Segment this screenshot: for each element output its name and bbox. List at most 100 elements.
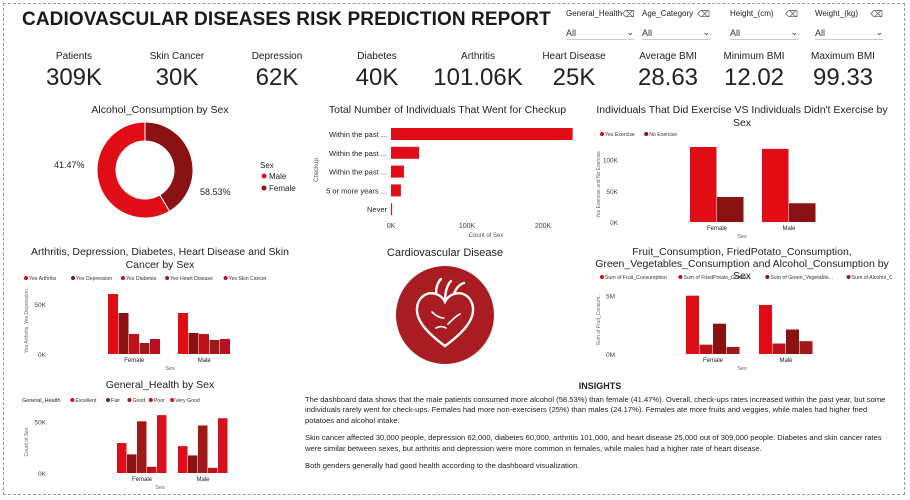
kpi-heart-disease: Heart Disease 25K xyxy=(542,51,606,92)
legend-marker xyxy=(148,398,153,402)
chart-title-diet: Fruit_Consumption, FriedPotato_Consumpti… xyxy=(595,246,889,282)
chevron-down-icon[interactable]: ⌄ xyxy=(875,27,883,37)
kpi-value: 62K xyxy=(255,64,299,91)
chevron-down-icon[interactable]: ⌄ xyxy=(702,27,710,37)
bar xyxy=(786,329,799,354)
bar xyxy=(220,339,230,354)
alcohol-donut-chart[interactable]: 41.47% 58.53% Sex Male Female xyxy=(20,118,310,230)
axis-label: Sum of Fruit_Consum... xyxy=(596,293,602,346)
legend-item: Very Good xyxy=(175,398,200,404)
bar xyxy=(218,418,228,473)
clear-filter-icon[interactable]: ⌫ xyxy=(697,9,710,19)
slicer-general-health[interactable]: General_Health ⌫ All ⌄ xyxy=(566,9,635,40)
clear-filter-icon[interactable]: ⌫ xyxy=(870,9,883,19)
bar xyxy=(198,425,208,473)
tick-label: 100K xyxy=(459,223,476,230)
axis-label: Yes Arthritis, Yes Depression... xyxy=(24,285,30,353)
kpi-patients: Patients 309K xyxy=(42,51,106,92)
insights-panel: INSIGHTS The dashboard data shows that t… xyxy=(305,381,895,479)
legend-item: Yes Depression xyxy=(76,276,112,282)
insights-paragraph: Skin cancer affected 30,000 people, depr… xyxy=(305,433,882,453)
legend-item: Poor xyxy=(154,398,165,404)
kpi-label: Maximum BMI xyxy=(811,51,875,62)
kpi-value: 28.63 xyxy=(637,64,699,91)
bar xyxy=(129,334,139,354)
category-label: Male xyxy=(198,358,212,364)
exercise-bar-chart[interactable]: 0K 50K 100K Female Male Sex Yes Exercise and N… xyxy=(592,130,892,242)
tick-label: 200K xyxy=(535,223,552,230)
axis-label: Yes Exercise and No Exercise xyxy=(596,151,602,218)
bar xyxy=(137,421,147,473)
data-label: 41.47% xyxy=(54,160,85,170)
slicer-dropdown: All ⌄ xyxy=(815,26,883,40)
chevron-down-icon[interactable]: ⌄ xyxy=(626,27,634,37)
tick-label: 0K xyxy=(610,220,619,227)
bar xyxy=(391,184,401,197)
bar xyxy=(188,333,199,354)
bar xyxy=(139,343,150,354)
chevron-down-icon[interactable]: ⌄ xyxy=(790,27,798,37)
legend-item: Sum of FriedPotato_Consu... xyxy=(683,275,750,281)
legend-item: Good xyxy=(132,398,145,404)
legend-item: Sum of Fruit_Consumption xyxy=(605,275,667,281)
bar xyxy=(127,454,137,473)
legend-marker xyxy=(120,276,125,280)
clear-filter-icon[interactable]: ⌫ xyxy=(785,9,798,19)
insights-paragraph: The dashboard data shows that the male p… xyxy=(305,394,886,425)
axis-label: Sex xyxy=(165,366,175,372)
bar xyxy=(147,466,157,473)
bar xyxy=(717,197,744,222)
legend-marker xyxy=(24,276,28,280)
health-bar-chart[interactable]: 0K 50K Female Male Sex Count of Sex General_He… xyxy=(20,393,290,491)
bar xyxy=(690,147,717,222)
heart-icon xyxy=(396,266,494,364)
slicer-label: General_Health xyxy=(566,9,623,18)
slicer-label: Age_Category xyxy=(642,9,694,18)
slicer-height[interactable]: Height_(cm) ⌫ All ⌄ xyxy=(730,9,798,40)
bar xyxy=(209,340,220,354)
bar xyxy=(178,446,188,473)
category-label: Male xyxy=(196,477,210,483)
kpi-value: 309K xyxy=(45,64,103,91)
tick-label: 50K xyxy=(34,419,46,426)
slicer-age-category[interactable]: Age_Category ⌫ All ⌄ xyxy=(642,9,710,40)
legend-marker xyxy=(600,132,604,136)
tick-label: 50K xyxy=(34,302,46,309)
tick-label: 100K xyxy=(603,158,619,165)
kpi-label: Heart Disease xyxy=(542,51,606,62)
kpi-value: 12.02 xyxy=(723,64,785,91)
disease-bar-chart[interactable]: 0K 50K Female Male Sex Yes Arthritis, Yes Dep… xyxy=(20,270,300,374)
slicer-weight[interactable]: Weight_(kg) ⌫ All ⌄ xyxy=(815,9,883,40)
bar xyxy=(726,347,740,354)
axis-label: Count of Sex xyxy=(24,427,30,456)
bar xyxy=(188,455,198,473)
bar xyxy=(108,294,118,354)
bar xyxy=(150,339,160,354)
chart-title-health: General_Health by Sex xyxy=(105,379,215,391)
checkup-bar-chart[interactable]: Within the past ... Within the past ... Wi… xyxy=(310,118,590,240)
diet-bar-chart[interactable]: 0M 5M Female Male Sex Sum of Fruit_Consum... S… xyxy=(592,268,892,374)
legend-marker xyxy=(678,275,683,279)
kpi-label: Skin Cancer xyxy=(149,51,205,62)
category-label: Female xyxy=(703,358,724,364)
legend-item: Yes Exercise xyxy=(605,132,635,138)
bar xyxy=(699,344,713,354)
legend-title: Sex xyxy=(260,161,274,170)
category-label: Male xyxy=(782,226,796,232)
bar xyxy=(762,148,789,222)
kpi-value: 99.33 xyxy=(812,64,874,91)
legend-marker xyxy=(600,275,604,279)
axis-label: Sex xyxy=(737,234,747,240)
slicer-dropdown: All ⌄ xyxy=(642,26,710,40)
legend-marker xyxy=(223,276,228,280)
insights-heading: INSIGHTS xyxy=(578,381,622,391)
slicer-value: All xyxy=(815,27,826,38)
slicer-value: All xyxy=(642,27,653,38)
kpi-average-bmi: Average BMI 28.63 xyxy=(636,51,700,92)
legend-item: Yes Diabetes xyxy=(126,276,157,282)
slicer-dropdown: All ⌄ xyxy=(730,26,798,40)
clear-filter-icon[interactable]: ⌫ xyxy=(622,9,635,19)
axis-label: Sex xyxy=(737,366,747,372)
bar xyxy=(178,313,188,354)
insights-paragraph: Both genders generally had good health a… xyxy=(305,461,580,470)
